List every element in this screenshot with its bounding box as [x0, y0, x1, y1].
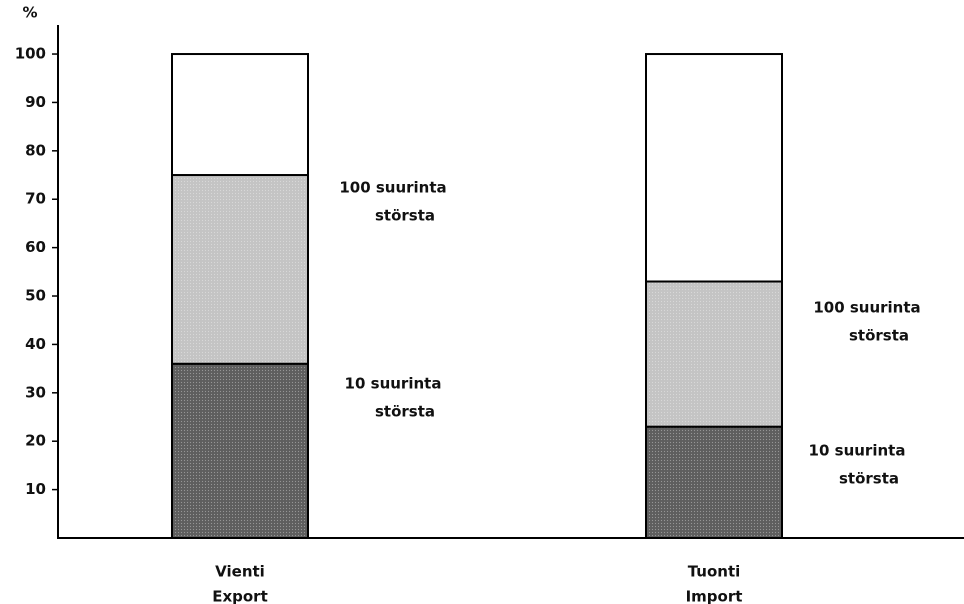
y-tick-label: 90: [25, 93, 46, 111]
annotation: 100 suurinta: [339, 179, 446, 197]
y-tick-label: 10: [25, 480, 46, 498]
bar-texture: [647, 427, 781, 537]
bar-segment: [171, 53, 309, 177]
annotation: största: [375, 403, 435, 421]
annotation: största: [375, 207, 435, 225]
annotation: största: [849, 327, 909, 345]
y-tick-label: 60: [25, 238, 46, 256]
bar-texture: [173, 364, 307, 537]
y-axis-label: %: [22, 4, 37, 22]
y-tick-label: 40: [25, 335, 46, 353]
annotation: 10 suurinta: [809, 442, 906, 460]
annotation: 100 suurinta: [813, 299, 920, 317]
x-tick-label: Import: [686, 588, 743, 604]
x-tick-label: Tuonti: [688, 563, 741, 581]
bar-segment: [645, 53, 783, 283]
y-tick-label: 50: [25, 287, 46, 305]
bar-texture: [173, 176, 307, 363]
annotation: 10 suurinta: [345, 375, 442, 393]
y-tick-label: 20: [25, 432, 46, 450]
bar-texture: [647, 282, 781, 426]
y-tick-label: 100: [15, 45, 46, 63]
x-tick-label: Export: [212, 588, 268, 604]
y-tick-label: 30: [25, 383, 46, 401]
y-tick-label: 70: [25, 190, 46, 208]
annotation: största: [839, 470, 899, 488]
y-tick-label: 80: [25, 141, 46, 159]
x-tick-label: Vienti: [215, 563, 265, 581]
